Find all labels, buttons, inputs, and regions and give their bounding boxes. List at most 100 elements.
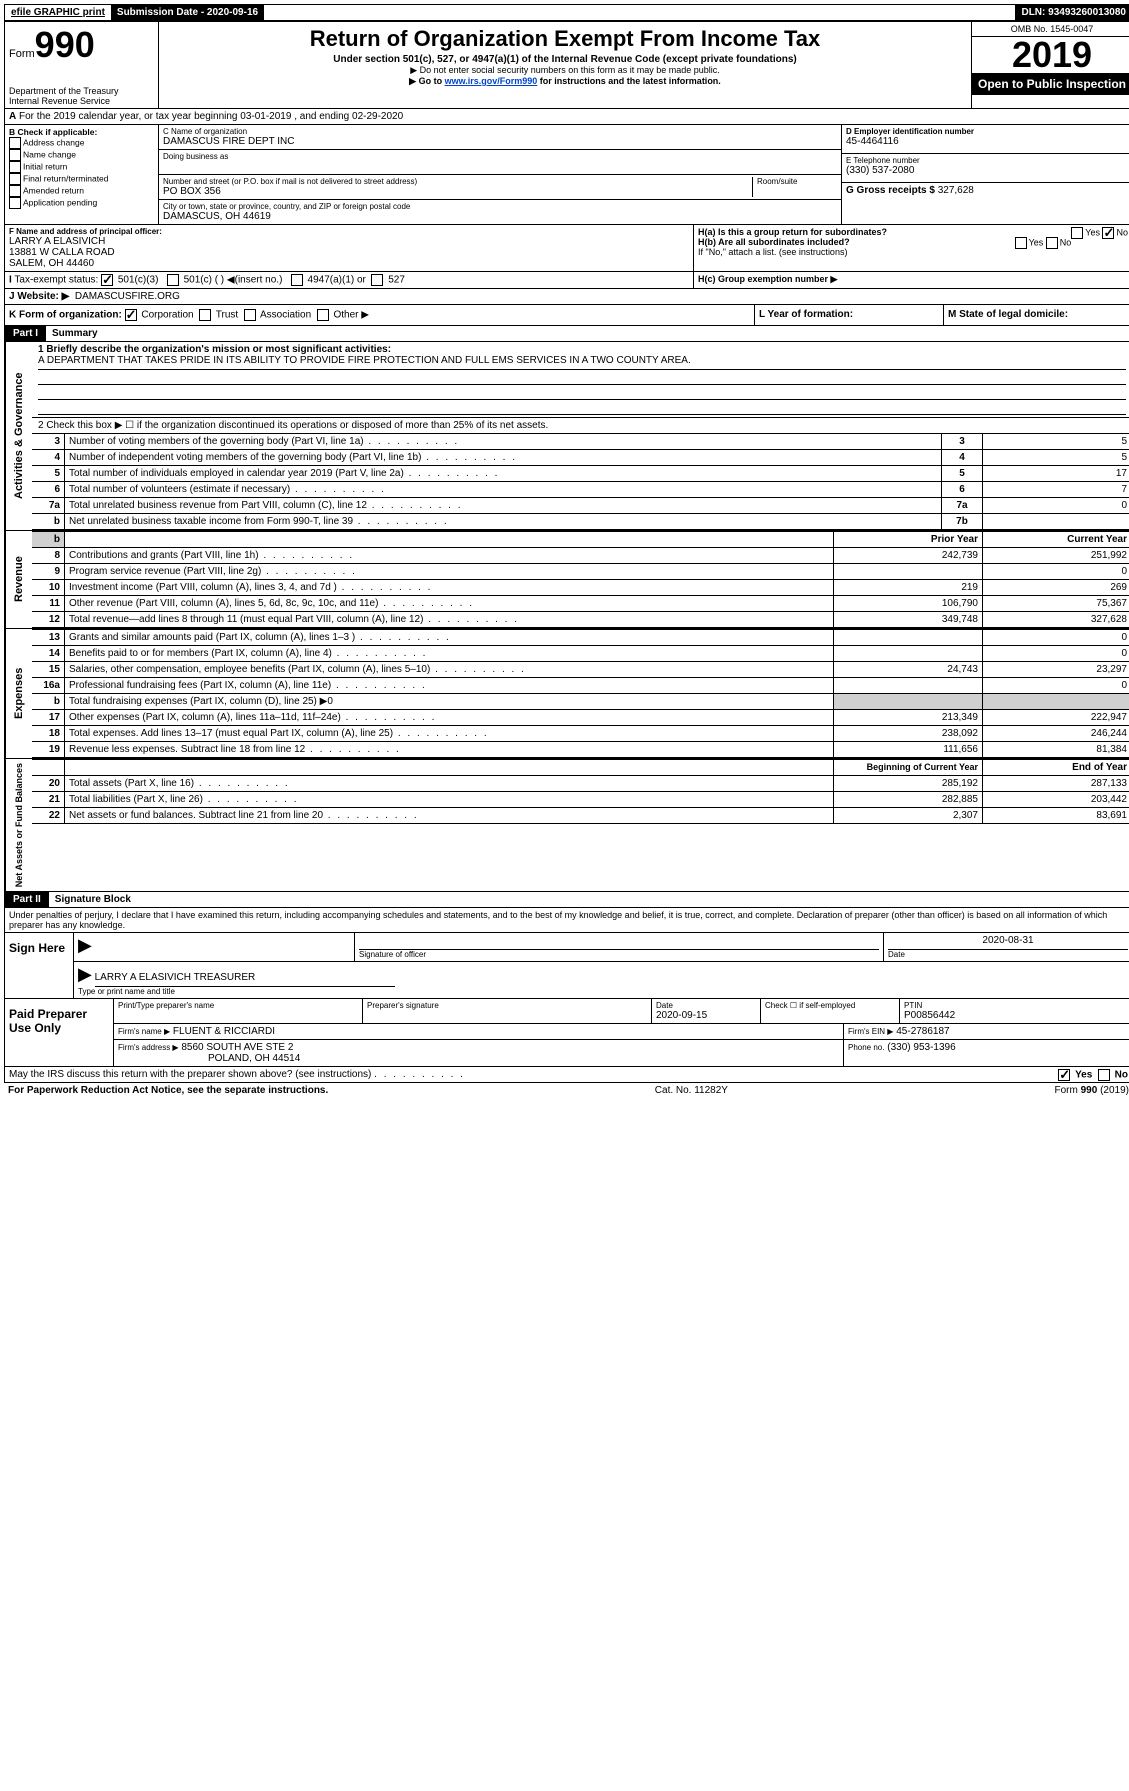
- firm-name: FLUENT & RICCIARDI: [173, 1026, 275, 1037]
- sig-date-label: Date: [888, 950, 1128, 959]
- section-governance: Activities & Governance 1 Briefly descri…: [4, 342, 1129, 531]
- ha-no[interactable]: [1102, 227, 1114, 239]
- right-col: D Employer identification number 45-4464…: [841, 125, 1129, 224]
- cat-no: Cat. No. 11282Y: [655, 1085, 728, 1096]
- ptin: P00856442: [904, 1010, 1128, 1021]
- officer-name: LARRY A ELASIVICH: [9, 236, 689, 247]
- box-b: B Check if applicable: Address change Na…: [5, 125, 159, 224]
- prep-date: 2020-09-15: [656, 1010, 756, 1021]
- phone: (330) 537-2080: [846, 165, 1128, 176]
- officer-print-name: LARRY A ELASIVICH TREASURER: [95, 972, 395, 987]
- firm-addr-label: Firm's address ▶: [118, 1043, 179, 1052]
- gross-receipts: 327,628: [938, 185, 974, 196]
- table-row: 22Net assets or fund balances. Subtract …: [32, 808, 1129, 824]
- tax-year: 2019: [972, 37, 1129, 73]
- check-501c3[interactable]: [101, 274, 113, 286]
- org-name-label: C Name of organization: [163, 127, 837, 136]
- check-address-change[interactable]: Address change: [9, 137, 154, 149]
- irs-link[interactable]: www.irs.gov/Form990: [445, 76, 538, 86]
- h-a: H(a) Is this a group return for subordin…: [698, 227, 1128, 237]
- line-a-tax-year: A For the 2019 calendar year, or tax yea…: [4, 109, 1129, 125]
- table-row: 6Total number of volunteers (estimate if…: [32, 482, 1129, 498]
- check-corp[interactable]: [125, 309, 137, 321]
- box-b-label: B Check if applicable:: [9, 127, 154, 137]
- sig-date: 2020-08-31: [888, 935, 1128, 950]
- section-expenses: Expenses 13Grants and similar amounts pa…: [4, 629, 1129, 759]
- beginning-year-header: Beginning of Current Year: [834, 760, 983, 776]
- hb-no[interactable]: [1046, 237, 1058, 249]
- check-application-pending[interactable]: Application pending: [9, 197, 154, 209]
- check-final-return[interactable]: Final return/terminated: [9, 173, 154, 185]
- efile-link[interactable]: efile GRAPHIC print: [5, 5, 111, 20]
- check-trust[interactable]: [199, 309, 211, 321]
- prep-name-label: Print/Type preparer's name: [118, 1001, 358, 1010]
- form-title: Return of Organization Exempt From Incom…: [163, 26, 967, 52]
- h-c: H(c) Group exemption number ▶: [698, 274, 837, 284]
- sig-officer-label: Signature of officer: [359, 950, 879, 959]
- org-name: DAMASCUS FIRE DEPT INC: [163, 136, 837, 147]
- dept-treasury: Department of the Treasury Internal Reve…: [9, 86, 154, 106]
- discuss-yes[interactable]: [1058, 1069, 1070, 1081]
- dln: DLN: 93493260013080: [1015, 5, 1129, 20]
- hb-yes[interactable]: [1015, 237, 1027, 249]
- table-row: 12Total revenue—add lines 8 through 11 (…: [32, 612, 1129, 628]
- check-name-change[interactable]: Name change: [9, 149, 154, 161]
- ptin-label: PTIN: [904, 1001, 1128, 1010]
- exp-table: 13Grants and similar amounts paid (Part …: [32, 629, 1129, 758]
- state-domicile: M State of legal domicile:: [944, 305, 1129, 325]
- check-amended[interactable]: Amended return: [9, 185, 154, 197]
- sign-here-label: Sign Here: [5, 933, 73, 998]
- table-row: 15Salaries, other compensation, employee…: [32, 662, 1129, 678]
- table-row: 4Number of independent voting members of…: [32, 450, 1129, 466]
- check-assoc[interactable]: [244, 309, 256, 321]
- ha-yes[interactable]: [1071, 227, 1083, 239]
- note-ssn: ▶ Do not enter social security numbers o…: [163, 65, 967, 76]
- check-other[interactable]: [317, 309, 329, 321]
- table-row: 18Total expenses. Add lines 13–17 (must …: [32, 726, 1129, 742]
- section-revenue: Revenue b Prior Year Current Year 8Contr…: [4, 531, 1129, 629]
- box-c: C Name of organization DAMASCUS FIRE DEP…: [159, 125, 841, 224]
- check-527[interactable]: [371, 274, 383, 286]
- note-goto: ▶ Go to www.irs.gov/Form990 for instruct…: [163, 76, 967, 87]
- net-table: Beginning of Current Year End of Year 20…: [32, 759, 1129, 824]
- current-year-header: Current Year: [983, 532, 1129, 548]
- prep-sig-label: Preparer's signature: [367, 1001, 647, 1010]
- table-row: 3Number of voting members of the governi…: [32, 434, 1129, 450]
- table-row: bNet unrelated business taxable income f…: [32, 514, 1129, 530]
- officer-label: F Name and address of principal officer:: [9, 227, 689, 236]
- street-address: PO BOX 356: [163, 186, 752, 197]
- check-initial-return[interactable]: Initial return: [9, 161, 154, 173]
- type-name-label: Type or print name and title: [78, 987, 1128, 996]
- firm-ein: 45-2786187: [896, 1026, 949, 1037]
- tax-status-label: Tax-exempt status:: [14, 275, 98, 286]
- self-employed-check[interactable]: Check ☐ if self-employed: [761, 999, 900, 1023]
- part2-header: Part II Signature Block: [4, 892, 1129, 908]
- officer-addr1: 13881 W CALLA ROAD: [9, 247, 689, 258]
- city-state-zip: DAMASCUS, OH 44619: [163, 211, 837, 222]
- paid-preparer-block: Paid Preparer Use Only Print/Type prepar…: [4, 999, 1129, 1067]
- row-f-h: F Name and address of principal officer:…: [4, 225, 1129, 272]
- prior-year-header: Prior Year: [834, 532, 983, 548]
- year-formation: L Year of formation:: [755, 305, 944, 325]
- website: DAMASCUSFIRE.ORG: [75, 291, 180, 302]
- discuss-no[interactable]: [1098, 1069, 1110, 1081]
- sign-block: Sign Here ▶ Signature of officer 2020-08…: [4, 933, 1129, 999]
- dba-label: Doing business as: [163, 152, 837, 161]
- check-4947[interactable]: [291, 274, 303, 286]
- check-501c[interactable]: [167, 274, 179, 286]
- row-j: J Website: ▶ DAMASCUSFIRE.ORG: [4, 289, 1129, 305]
- table-row: 7aTotal unrelated business revenue from …: [32, 498, 1129, 514]
- table-row: 14Benefits paid to or for members (Part …: [32, 646, 1129, 662]
- firm-name-label: Firm's name ▶: [118, 1027, 170, 1036]
- discuss-row: May the IRS discuss this return with the…: [4, 1067, 1129, 1083]
- table-row: 21Total liabilities (Part X, line 26)282…: [32, 792, 1129, 808]
- row-i: I Tax-exempt status: 501(c)(3) 501(c) ( …: [4, 272, 1129, 289]
- vert-net: Net Assets or Fund Balances: [5, 759, 32, 891]
- firm-phone-label: Phone no.: [848, 1043, 884, 1052]
- room-label: Room/suite: [757, 177, 837, 186]
- form-header: Form990 Department of the Treasury Inter…: [4, 21, 1129, 109]
- paperwork-notice: For Paperwork Reduction Act Notice, see …: [8, 1085, 328, 1096]
- table-row: 8Contributions and grants (Part VIII, li…: [32, 548, 1129, 564]
- line1-label: 1 Briefly describe the organization's mi…: [38, 344, 1126, 355]
- form-ref: Form 990 (2019): [1055, 1085, 1129, 1096]
